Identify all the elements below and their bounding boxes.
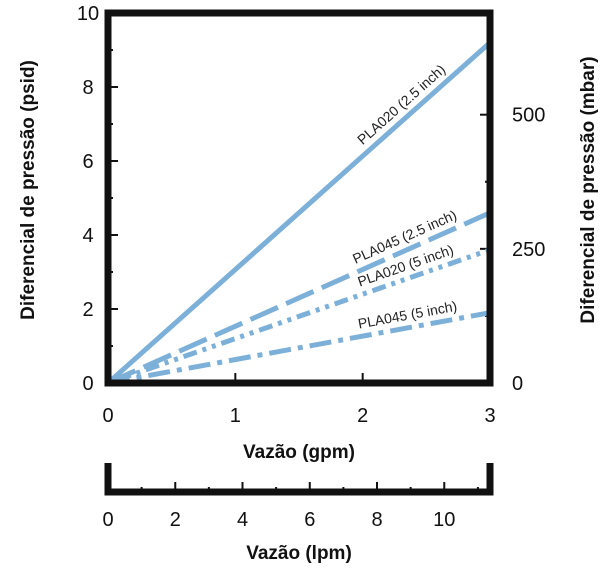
x-tick-label: 0 (102, 405, 113, 427)
lpm-axis-title: Vazão (lpm) (246, 543, 352, 564)
series-line (107, 310, 491, 386)
series-layer: PLA020 (2.5 inch)PLA045 (2.5 inch)PLA020… (106, 40, 492, 386)
y-tick-label: 2 (82, 299, 93, 321)
y-axis-title: Diferencial de pressão (psid) (18, 60, 39, 320)
lpm-tick-label: 2 (170, 509, 181, 531)
plot-frame (104, 9, 494, 387)
x-tick-label: 1 (230, 405, 241, 427)
lpm-layer: 0 2 4 6 8 10 (102, 482, 479, 531)
series-line (107, 247, 491, 386)
y2-axis-title: Diferencial de pressão (mbar) (578, 56, 599, 323)
y2-tick-label: 250 (512, 239, 545, 261)
lpm-tick-label: 4 (237, 509, 248, 531)
y2-tick-label: 0 (512, 373, 523, 395)
x-tick-label: 2 (357, 405, 368, 427)
x-tick-label: 3 (484, 405, 495, 427)
y-tick-label: 4 (82, 225, 93, 247)
y-tick-label: 6 (82, 151, 93, 173)
y-tick-label: 8 (82, 77, 93, 99)
series-line (106, 40, 492, 385)
y-tick-label: 10 (77, 3, 99, 25)
labels-layer: 0 2 4 6 8 10 0 250 500 0 1 2 3 (77, 3, 546, 427)
series-label: PLA020 (2.5 inch) (354, 61, 448, 148)
lpm-tick-label: 0 (102, 509, 113, 531)
lpm-tick-label: 10 (433, 509, 455, 531)
lpm-axis-bracket (104, 463, 494, 496)
y2-tick-label: 500 (512, 105, 545, 127)
lpm-tick-label: 6 (304, 509, 315, 531)
x-axis-title: Vazão (gpm) (243, 442, 355, 463)
series-line (106, 210, 492, 386)
lpm-tick-label: 8 (371, 509, 382, 531)
y-tick-label: 0 (82, 373, 93, 395)
